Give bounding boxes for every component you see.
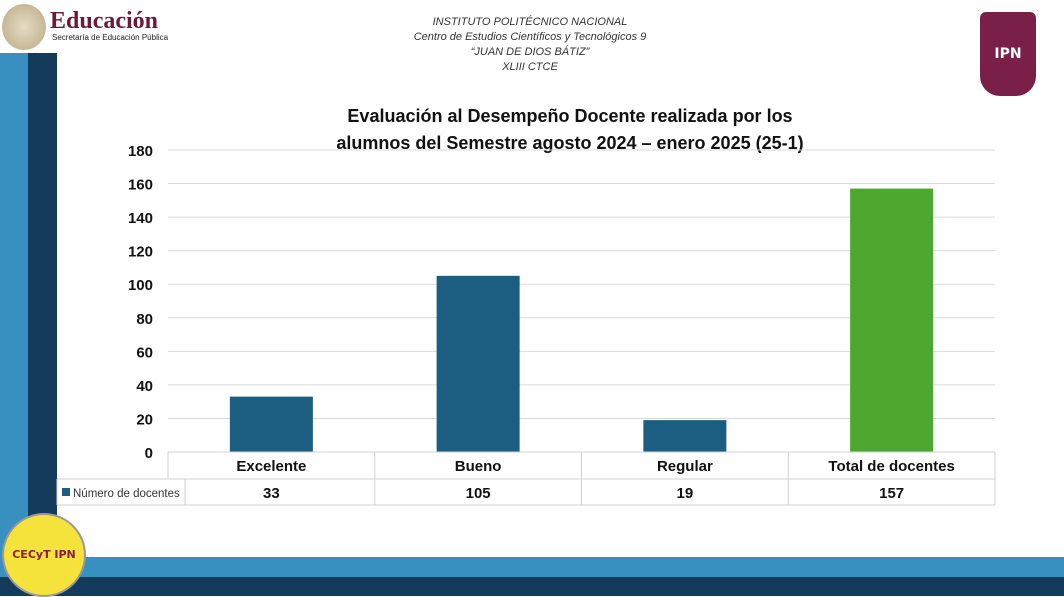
data-label: 157 — [879, 485, 904, 502]
data-label: 33 — [263, 485, 280, 502]
y-tick-label: 120 — [128, 244, 153, 261]
y-tick-label: 40 — [136, 378, 153, 395]
chart-title-line-2: alumnos del Semestre agosto 2024 – enero… — [336, 133, 804, 153]
bar-excelente — [229, 396, 313, 452]
y-tick-label: 180 — [128, 143, 153, 160]
bar-regular — [643, 420, 727, 452]
data-label: 19 — [677, 485, 694, 502]
legend-swatch — [62, 488, 70, 496]
y-tick-label: 80 — [136, 311, 153, 328]
decor-band-light — [0, 557, 1064, 577]
decor-stripe-light — [0, 53, 28, 557]
sep-seal-logo — [2, 4, 46, 50]
cecyt-logo: CECyT IPN — [2, 513, 86, 597]
y-tick-label: 0 — [145, 445, 153, 462]
sep-logo-title: Educación — [50, 8, 159, 34]
y-tick-label: 60 — [136, 344, 153, 361]
y-tick-label: 20 — [136, 411, 153, 428]
data-label: 105 — [466, 485, 491, 502]
x-category-label: Excelente — [236, 458, 306, 475]
x-category-label: Total de docentes — [828, 458, 954, 475]
decor-band-dark — [0, 577, 1064, 596]
y-tick-label: 140 — [128, 210, 153, 227]
y-tick-label: 160 — [128, 177, 153, 194]
legend-series-name: Número de docentes — [73, 488, 180, 500]
decor-stripe-dark — [28, 53, 57, 557]
bar-total-de-docentes — [850, 188, 934, 453]
chart-title: Evaluación al Desempeño Docente realizad… — [260, 103, 880, 157]
chart-title-line-1: Evaluación al Desempeño Docente realizad… — [347, 106, 793, 126]
header-line-1: INSTITUTO POLITÉCNICO NACIONAL — [432, 16, 628, 28]
sep-logo-subtitle: Secretaría de Educación Pública — [52, 33, 169, 42]
bar-bueno — [436, 275, 520, 452]
header-line-3: “JUAN DE DIOS BÁTIZ” — [470, 46, 590, 58]
x-category-label: Regular — [657, 458, 713, 475]
x-category-label: Bueno — [455, 458, 502, 475]
header-line-2: Centro de Estudios Científicos y Tecnoló… — [413, 31, 647, 43]
ipn-logo: IPN — [980, 12, 1036, 96]
header-line-4: XLIII CTCE — [502, 61, 558, 73]
y-tick-label: 100 — [128, 277, 153, 294]
